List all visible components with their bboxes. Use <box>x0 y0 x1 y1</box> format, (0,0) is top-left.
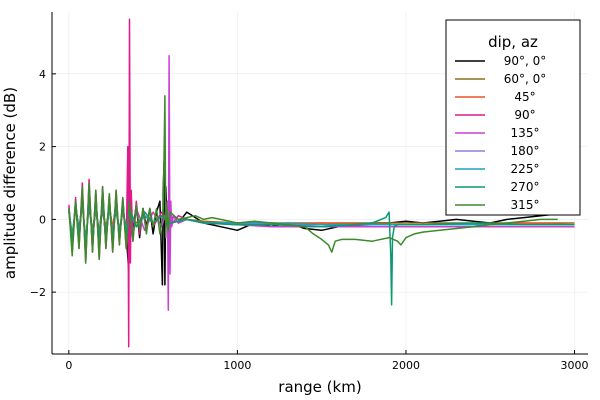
axes <box>51 12 588 355</box>
y-tick-label: 2 <box>39 141 46 154</box>
x-tick-label: 0 <box>65 359 72 372</box>
legend-label: 315° <box>511 198 540 212</box>
x-tick-label: 1000 <box>223 359 251 372</box>
x-tick-label: 3000 <box>561 359 589 372</box>
legend-label: 60°, 0° <box>504 72 547 86</box>
x-tick-label: 2000 <box>392 359 420 372</box>
y-tick-label: −2 <box>30 286 46 299</box>
legend-label: 45° <box>514 90 535 104</box>
legend-box <box>445 19 581 216</box>
legend-label: 270° <box>511 180 540 194</box>
legend-label: 90° <box>514 108 535 122</box>
y-tick-label: 4 <box>39 68 46 81</box>
legend-label: 180° <box>511 144 540 158</box>
legend-label: 225° <box>511 162 540 176</box>
y-tick-label: 0 <box>39 213 46 226</box>
series-line-9 <box>68 94 558 264</box>
y-axis-label: amplitude difference (dB) <box>1 87 19 279</box>
ticks: 0 1000 2000 3000 −2 0 2 4 <box>30 68 589 372</box>
x-axis-label: range (km) <box>278 378 361 396</box>
legend-entries: 90°, 0° 60°, 0° 45° 90° 135° 180° 225° 270° 315° <box>455 54 546 212</box>
legend: dip, az 90°, 0° 60°, 0° 45° 90° 135° 180° 225°… <box>445 19 581 216</box>
legend-label: 135° <box>511 126 540 140</box>
legend-label: 90°, 0° <box>504 54 547 68</box>
series-group <box>68 18 575 348</box>
legend-title: dip, az <box>488 33 538 51</box>
